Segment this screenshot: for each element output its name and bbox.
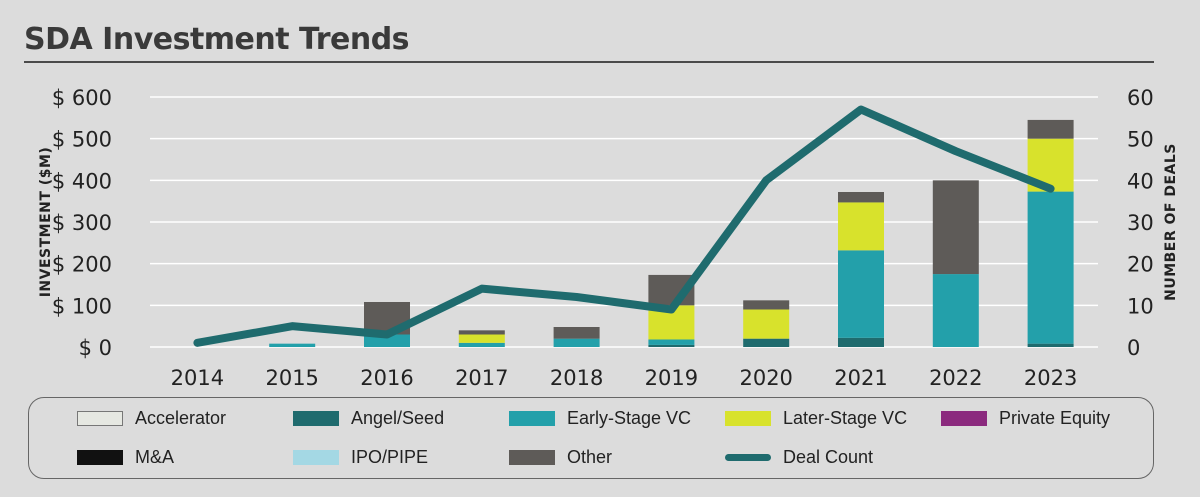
legend-item: Early-Stage VC	[509, 408, 691, 429]
legend-label: Angel/Seed	[351, 408, 445, 428]
chart-title: SDA Investment Trends	[24, 22, 410, 57]
x-tick-label: 2021	[834, 366, 887, 390]
legend-swatch	[509, 411, 555, 426]
legend-item: M&A	[77, 447, 174, 468]
bar-early-stage-vc	[648, 339, 695, 345]
legend-swatch	[77, 450, 123, 465]
y-left-tick-label: $ 300	[52, 211, 112, 235]
y-right-tick-label: 30	[1127, 211, 1154, 235]
legend-label: Accelerator	[135, 408, 227, 428]
x-tick-label: 2015	[265, 366, 318, 390]
legend-item: Later-Stage VC	[725, 408, 907, 429]
bar-early-stage-vc	[553, 338, 600, 347]
deal-count-point	[291, 325, 293, 327]
x-tick-label: 2023	[1024, 366, 1077, 390]
legend-swatch	[77, 411, 123, 426]
y-right-tick-label: 0	[1127, 336, 1140, 360]
y-left-tick-label: $ 600	[52, 86, 112, 110]
y-left-tick-label: $ 0	[79, 336, 112, 360]
y-right-tick-label: 50	[1127, 128, 1154, 152]
legend-label: Private Equity	[999, 408, 1111, 428]
legend-swatch	[293, 450, 339, 465]
bar-later-stage-vc	[458, 334, 505, 343]
y-left-tick-label: $ 400	[52, 169, 112, 193]
bar-early-stage-vc	[838, 250, 884, 338]
deal-count-point	[576, 296, 578, 298]
legend-label: Deal Count	[783, 447, 874, 467]
legend-item: Deal Count	[725, 447, 873, 468]
x-tick-label: 2017	[455, 366, 508, 390]
chart-legend: Accelerator Angel/Seed Early-Stage VC Later…	[28, 397, 1154, 479]
investment-chart: $ 0 $ 100 $ 200 $ 300 $ 400 $ 500 $ 600 0 10 20 30…	[38, 86, 1179, 390]
legend-item: IPO/PIPE	[293, 447, 428, 468]
bar-angel-seed	[648, 344, 695, 347]
legend-item: Private Equity	[941, 408, 1110, 429]
deal-count-point	[860, 109, 862, 110]
deal-count-point	[670, 309, 672, 310]
bar-early-stage-vc	[364, 334, 410, 347]
legend-item: Other	[509, 447, 612, 468]
legend-swatch	[509, 450, 555, 465]
deal-count-point	[386, 334, 388, 335]
y-right-tick-label: 20	[1127, 253, 1154, 277]
legend-item: Accelerator	[77, 408, 226, 429]
deal-count-point	[765, 179, 767, 181]
bar-early-stage-vc	[932, 274, 979, 347]
x-tick-label: 2018	[550, 366, 603, 390]
y-left-tick-label: $ 100	[52, 294, 112, 318]
bar-angel-seed	[743, 338, 790, 347]
bar-other	[458, 330, 505, 335]
legend-label: Later-Stage VC	[783, 408, 908, 428]
y-left-axis-label: INVESTMENT ($M)	[38, 147, 54, 298]
legend-swatch	[725, 454, 771, 461]
deal-count-point	[196, 342, 198, 344]
bar-other	[553, 327, 600, 339]
x-tick-label: 2016	[360, 366, 413, 390]
bar-later-stage-vc	[743, 309, 790, 339]
deal-count-point	[955, 150, 957, 152]
legend-swatch	[293, 411, 339, 426]
bar-early-stage-vc	[458, 342, 505, 347]
y-right-tick-label: 60	[1127, 86, 1154, 110]
deal-count-point	[1050, 188, 1052, 190]
bar-early-stage-vc	[269, 343, 316, 347]
x-tick-label: 2014	[171, 366, 224, 390]
bar-other	[932, 180, 979, 275]
bar-angel-seed	[1027, 343, 1074, 347]
bar-angel-seed	[838, 337, 884, 347]
legend-label: M&A	[135, 447, 175, 467]
deal-count-line	[193, 105, 1055, 347]
bar-other	[838, 192, 884, 203]
legend-item: Angel/Seed	[293, 408, 444, 429]
bar-other	[1027, 119, 1074, 139]
legend-label: Early-Stage VC	[567, 408, 692, 428]
bar-early-stage-vc	[1027, 191, 1074, 344]
y-left-tick-label: $ 200	[52, 253, 112, 277]
legend-swatch	[725, 411, 771, 426]
x-tick-label: 2019	[645, 366, 698, 390]
y-right-axis-label: NUMBER OF DEALS	[1163, 143, 1179, 301]
legend-swatch	[941, 411, 987, 426]
y-left-tick-label: $ 500	[52, 128, 112, 152]
bar-later-stage-vc	[838, 202, 884, 251]
y-right-tick-label: 40	[1127, 169, 1154, 193]
legend-label: Other	[567, 447, 613, 467]
legend-label: IPO/PIPE	[351, 447, 429, 467]
title-divider	[24, 61, 1154, 63]
x-tick-label: 2020	[739, 366, 792, 390]
deal-count-point	[481, 288, 483, 290]
y-right-tick-label: 10	[1127, 294, 1154, 318]
bar-other	[743, 300, 790, 310]
x-tick-label: 2022	[929, 366, 982, 390]
